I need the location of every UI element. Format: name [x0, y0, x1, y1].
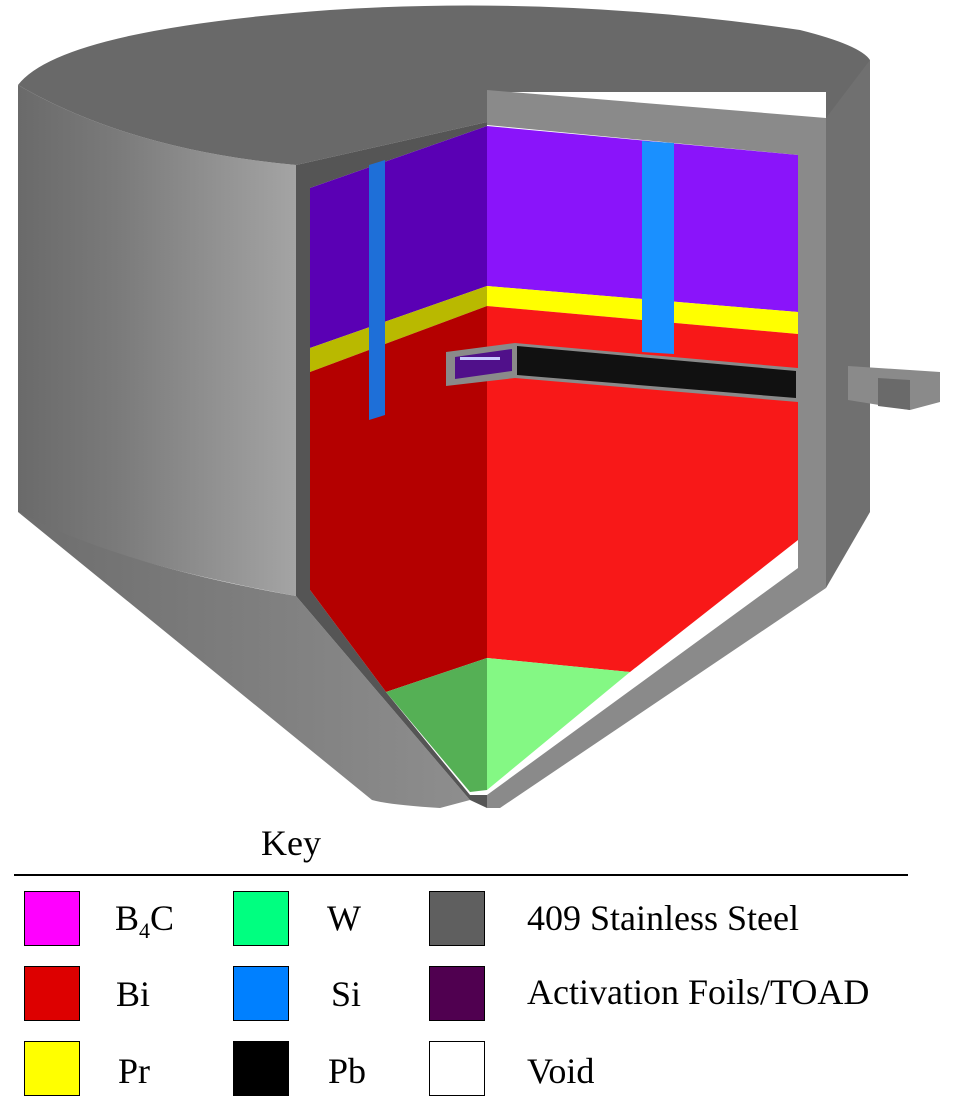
- si-rod-right: [642, 141, 674, 354]
- label-b4c-end: C: [150, 898, 175, 938]
- swatch-pb: [233, 1041, 289, 1096]
- cylinder-outer-wall-right: [826, 60, 870, 588]
- key-title: Key: [261, 823, 321, 863]
- label-b4c: B4C: [115, 898, 175, 942]
- swatch-si: [233, 966, 289, 1021]
- cylinder-outer-wall: [18, 85, 296, 596]
- swatch-pr: [24, 1041, 80, 1096]
- steel-rim-right: [487, 90, 826, 808]
- label-bi: Bi: [116, 974, 151, 1014]
- si-rod-left: [369, 160, 385, 420]
- swatch-void: [429, 1041, 485, 1096]
- label-pr: Pr: [118, 1051, 151, 1091]
- activation-foils-toad: [455, 349, 512, 379]
- label-pb: Pb: [328, 1051, 367, 1091]
- bi-region-left: [310, 306, 487, 692]
- w-region-right: [487, 658, 630, 790]
- label-si: Si: [331, 974, 362, 1014]
- assembly-cutaway-model: [18, 5, 940, 808]
- pr-strip-left: [310, 286, 487, 372]
- bi-region-right: [487, 306, 798, 672]
- swatch-409-stainless-steel: [429, 891, 485, 946]
- label-void: Void: [527, 1051, 595, 1091]
- w-region-left: [386, 658, 487, 792]
- label-409-stainless-steel: 409 Stainless Steel: [527, 898, 799, 938]
- b4c-region-left: [310, 126, 487, 348]
- swatch-activation-foils: [429, 966, 485, 1021]
- foil-marker: [460, 357, 500, 360]
- cylinder-top-lid: [18, 5, 870, 165]
- label-b4c-subscript: 4: [139, 918, 151, 943]
- key-divider: [14, 874, 908, 876]
- swatch-b4c: [24, 891, 80, 946]
- label-w: W: [327, 898, 361, 938]
- side-port-cut: [878, 378, 910, 410]
- steel-rim-left: [296, 122, 487, 808]
- swatch-bi: [24, 966, 80, 1021]
- swatch-w: [233, 891, 289, 946]
- pb-insert: [517, 346, 796, 398]
- cone-outer-wall: [18, 512, 470, 808]
- label-activation-foils: Activation Foils/TOAD: [527, 972, 870, 1012]
- label-b4c-main: B: [115, 898, 140, 938]
